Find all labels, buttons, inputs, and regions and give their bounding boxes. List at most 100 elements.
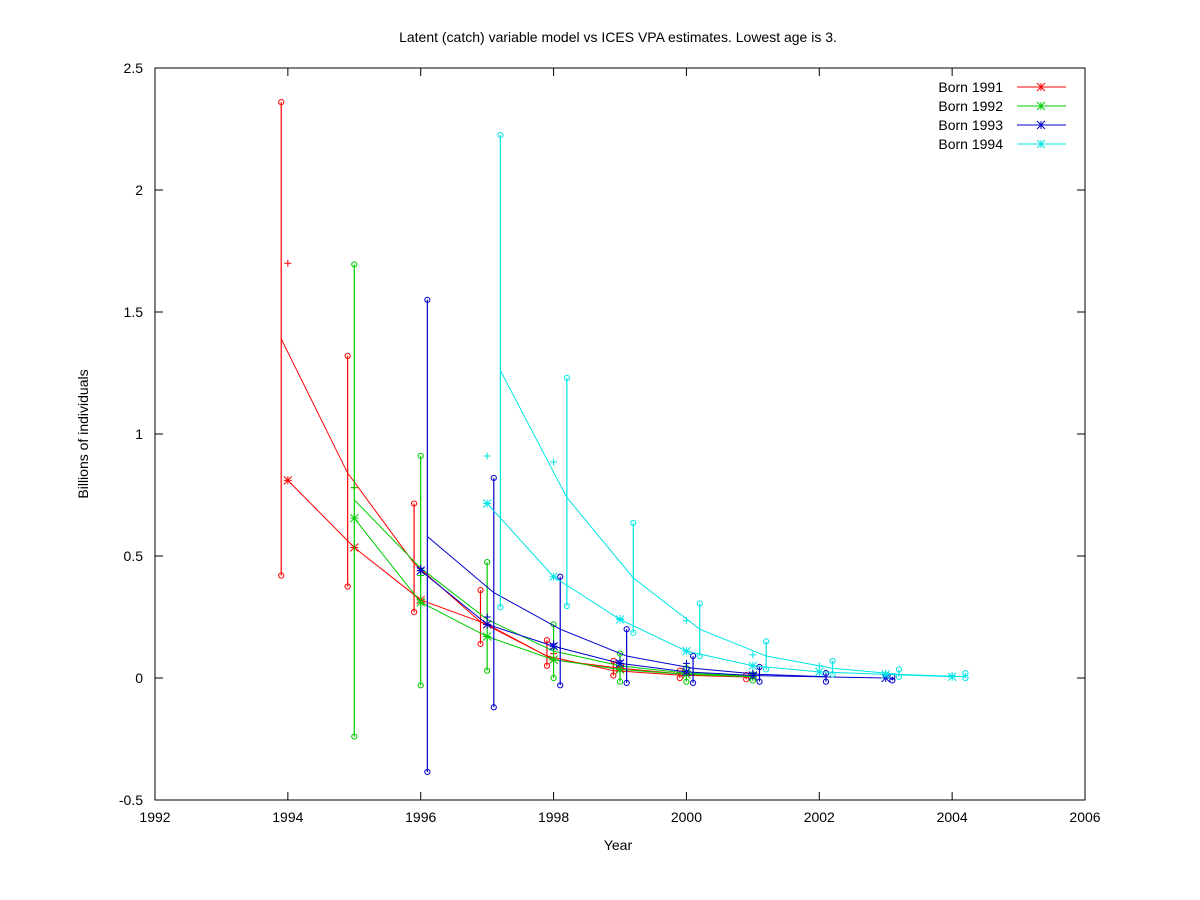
model-point — [948, 672, 956, 680]
interval-low — [889, 677, 896, 684]
interval-high — [696, 600, 703, 607]
model-point — [550, 458, 558, 466]
y-tick-label: 1 — [135, 426, 143, 442]
interval-low — [497, 604, 504, 611]
x-tick-label: 2004 — [937, 809, 968, 825]
interval-low — [557, 682, 564, 689]
interval-high — [477, 587, 484, 594]
interval-low — [490, 704, 497, 711]
interval-high — [822, 670, 830, 677]
series-3 — [416, 296, 896, 776]
interval-high — [623, 626, 630, 633]
interval-low — [550, 674, 557, 682]
interval-low — [410, 609, 418, 616]
interval-high — [490, 474, 497, 482]
series-4 — [482, 132, 969, 682]
interval-high — [543, 637, 551, 644]
interval-low — [763, 666, 770, 673]
vpa-point — [549, 572, 558, 582]
interval-high — [689, 652, 697, 660]
interval-high — [344, 352, 351, 360]
interval-high — [895, 666, 903, 673]
vpa-line — [486, 503, 953, 678]
interval-low — [344, 583, 351, 590]
model-point — [550, 640, 558, 648]
model-point — [616, 614, 624, 622]
interval-low — [829, 671, 836, 678]
interval-low — [630, 629, 637, 636]
interval-high — [962, 670, 969, 677]
interval-low — [822, 678, 830, 685]
vpa-point — [482, 619, 492, 629]
y-tick-label: 2.5 — [124, 60, 144, 76]
interval-high — [278, 99, 285, 106]
interval-low — [689, 679, 697, 686]
model-point — [749, 669, 757, 677]
interval-low — [623, 679, 630, 686]
y-tick-label: 0.5 — [124, 548, 144, 564]
legend-marker — [1036, 139, 1046, 149]
interval-high — [484, 559, 491, 566]
plot-area: 1992 1994 1996 1998 2000 2002 2004 2006 -0.5 0 0.5… — [119, 60, 1101, 825]
interval-high — [616, 650, 624, 657]
y-axis-label: Billions of individuals — [75, 369, 91, 498]
interval-low — [756, 678, 763, 685]
model-point — [483, 452, 491, 460]
interval-high — [351, 261, 358, 268]
interval-low — [417, 682, 424, 689]
vpa-point — [682, 667, 691, 677]
interval-low — [543, 662, 551, 669]
interval-low — [616, 678, 624, 685]
interval-low — [278, 572, 285, 579]
model-point — [882, 669, 890, 677]
model-point — [616, 657, 624, 665]
model-point — [483, 613, 491, 621]
interval-low — [424, 768, 431, 776]
interval-high — [763, 638, 770, 645]
model-point — [417, 564, 425, 572]
vpa-point — [814, 667, 824, 677]
interval-low — [477, 640, 484, 647]
x-tick-label: 2000 — [671, 809, 702, 825]
y-tick-label: 2 — [135, 182, 143, 198]
interval-low — [895, 673, 903, 680]
model-point — [815, 662, 823, 670]
legend-marker — [1036, 82, 1046, 92]
interval-high — [557, 573, 564, 580]
y-tick-label: 1.5 — [124, 304, 144, 320]
legend-label: Born 1992 — [938, 98, 1003, 114]
legend-marker — [1036, 120, 1046, 130]
interval-high — [630, 519, 637, 527]
legend-label: Born 1994 — [938, 136, 1003, 152]
vpa-point — [748, 661, 758, 671]
chart-title: Latent (catch) variable model vs ICES VP… — [399, 29, 837, 45]
x-tick-label: 1992 — [139, 809, 170, 825]
x-tick-label: 1998 — [538, 809, 569, 825]
interval-low — [610, 672, 617, 679]
interval-low — [484, 667, 491, 674]
interval-low — [696, 652, 703, 660]
model-point — [284, 259, 292, 267]
vpa-point — [283, 476, 293, 485]
interval-high — [424, 296, 431, 303]
interval-high — [829, 657, 836, 665]
legend: Born 1991 Born 1992 Born 1993 Born 1994 — [938, 79, 1066, 152]
interval-low — [563, 602, 570, 610]
y-tick-label: 0 — [135, 670, 143, 686]
vpa-point — [482, 499, 492, 508]
legend-label: Born 1993 — [938, 117, 1003, 133]
model-point — [749, 651, 757, 659]
x-tick-label: 2002 — [804, 809, 835, 825]
model-point — [682, 659, 690, 667]
x-tick-label: 1996 — [405, 809, 436, 825]
model-line — [280, 338, 747, 678]
interval-high — [563, 374, 570, 381]
x-tick-label: 1994 — [272, 809, 303, 825]
model-point — [682, 617, 690, 625]
legend-marker — [1036, 101, 1046, 111]
vpa-point — [682, 646, 691, 656]
x-axis-label: Year — [604, 837, 633, 853]
y-tick-label: -0.5 — [119, 792, 143, 808]
